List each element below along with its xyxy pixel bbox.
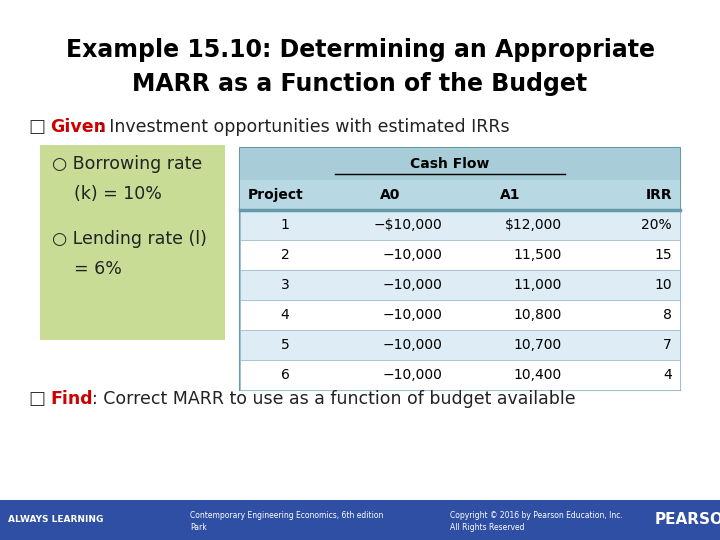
Text: 11,000: 11,000 <box>513 278 562 292</box>
Bar <box>240 210 680 240</box>
Text: 8: 8 <box>663 308 672 322</box>
Text: −$10,000: −$10,000 <box>373 218 442 232</box>
Text: Contemporary Engineering Economics, 6th edition: Contemporary Engineering Economics, 6th … <box>190 510 383 519</box>
Text: ○ Borrowing rate: ○ Borrowing rate <box>52 155 202 173</box>
Text: Park: Park <box>190 523 207 531</box>
Text: 20%: 20% <box>642 218 672 232</box>
Text: ALWAYS LEARNING: ALWAYS LEARNING <box>8 516 104 524</box>
Text: All Rights Reserved: All Rights Reserved <box>450 523 524 531</box>
Text: ○ Lending rate (l): ○ Lending rate (l) <box>52 230 207 248</box>
Bar <box>240 300 680 330</box>
Text: Cash Flow: Cash Flow <box>410 157 490 171</box>
Text: 6: 6 <box>281 368 289 382</box>
Text: PEARSON: PEARSON <box>655 512 720 528</box>
Text: 10: 10 <box>654 278 672 292</box>
Text: 3: 3 <box>281 278 289 292</box>
Text: Given: Given <box>50 118 106 136</box>
Bar <box>240 180 680 210</box>
Text: 10,400: 10,400 <box>514 368 562 382</box>
Text: : Investment opportunities with estimated IRRs: : Investment opportunities with estimate… <box>98 118 510 136</box>
Text: −10,000: −10,000 <box>382 308 442 322</box>
Bar <box>240 148 680 180</box>
Text: = 6%: = 6% <box>52 260 122 278</box>
Text: −10,000: −10,000 <box>382 338 442 352</box>
Bar <box>40 145 225 340</box>
Text: 7: 7 <box>663 338 672 352</box>
Text: 4: 4 <box>281 308 289 322</box>
Bar <box>240 148 680 390</box>
Bar <box>240 360 680 390</box>
Text: −10,000: −10,000 <box>382 278 442 292</box>
Text: 10,800: 10,800 <box>513 308 562 322</box>
Text: MARR as a Function of the Budget: MARR as a Function of the Budget <box>132 72 588 96</box>
Text: (k) = 10%: (k) = 10% <box>52 185 162 203</box>
Text: A1: A1 <box>500 188 521 202</box>
Text: 15: 15 <box>654 248 672 262</box>
Text: 1: 1 <box>281 218 289 232</box>
Text: Project: Project <box>248 188 304 202</box>
Text: 5: 5 <box>281 338 289 352</box>
Text: 11,500: 11,500 <box>513 248 562 262</box>
Bar <box>0 500 720 540</box>
Text: □: □ <box>28 390 45 408</box>
Text: IRR: IRR <box>645 188 672 202</box>
Text: Find: Find <box>50 390 93 408</box>
Text: $12,000: $12,000 <box>505 218 562 232</box>
Text: : Correct MARR to use as a function of budget available: : Correct MARR to use as a function of b… <box>92 390 575 408</box>
Bar <box>240 270 680 300</box>
Text: 4: 4 <box>663 368 672 382</box>
Text: A0: A0 <box>380 188 400 202</box>
Text: 10,700: 10,700 <box>514 338 562 352</box>
Text: 2: 2 <box>281 248 289 262</box>
Bar <box>240 330 680 360</box>
Text: Copyright © 2016 by Pearson Education, Inc.: Copyright © 2016 by Pearson Education, I… <box>450 510 623 519</box>
Text: Example 15.10: Determining an Appropriate: Example 15.10: Determining an Appropriat… <box>66 38 654 62</box>
Bar <box>240 240 680 270</box>
Text: □: □ <box>28 118 45 136</box>
Text: −10,000: −10,000 <box>382 368 442 382</box>
Text: −10,000: −10,000 <box>382 248 442 262</box>
